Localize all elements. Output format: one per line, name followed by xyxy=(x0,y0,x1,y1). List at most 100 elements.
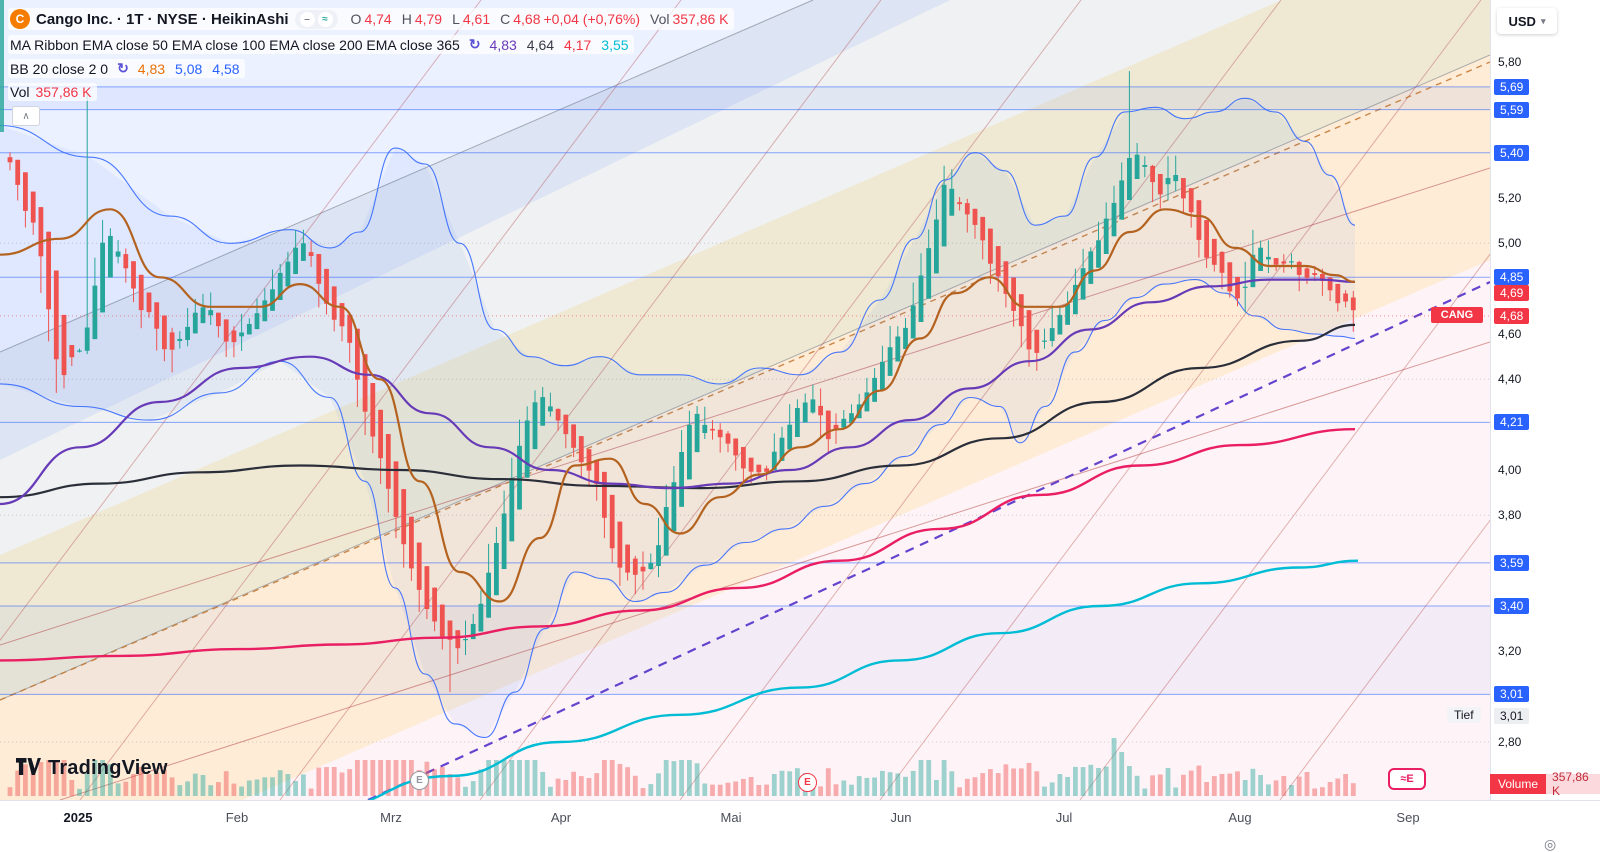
change-value: +0,04 (+0,76%) xyxy=(543,11,640,27)
volume-indicator-value: 357,86 K xyxy=(35,84,92,100)
time-axis-label: Jul xyxy=(1055,810,1073,825)
low-price-chip: 3,01 xyxy=(1494,708,1530,724)
volume-value: 357,86 K xyxy=(672,11,729,27)
ma-ribbon-row[interactable]: MA Ribbon EMA close 50 EMA close 100 EMA… xyxy=(8,35,634,54)
price-level-badge[interactable]: 3,40 xyxy=(1494,598,1530,614)
tradingview-logo-text: TradingView xyxy=(48,757,168,779)
bb-value: 4,58 xyxy=(212,60,240,77)
chart-style-toggle[interactable]: – ≈ xyxy=(294,9,338,29)
price-level-badge[interactable]: 3,59 xyxy=(1494,555,1530,571)
axis-settings-icon[interactable]: ◎ xyxy=(1544,836,1557,852)
bb-value: 5,08 xyxy=(175,60,203,77)
price-axis-label: 2,80 xyxy=(1498,735,1522,749)
chart-legend: C Cango Inc. · 1T · NYSE · HeikinAshi – … xyxy=(8,8,734,126)
price-axis-label: 3,80 xyxy=(1498,508,1522,522)
low-label: L xyxy=(452,11,460,27)
low-value: 4,61 xyxy=(462,11,491,27)
high-label: H xyxy=(401,11,412,27)
price-level-badge[interactable]: 3,01 xyxy=(1494,686,1530,702)
symbol-price-label: CANG xyxy=(1431,307,1483,323)
bb-value: 4,83 xyxy=(137,60,166,77)
symbol-row[interactable]: C Cango Inc. · 1T · NYSE · HeikinAshi – … xyxy=(8,8,734,30)
volume-row[interactable]: Vol 357,86 K xyxy=(8,83,97,101)
price-axis-label: 3,20 xyxy=(1498,644,1522,658)
ema200-line xyxy=(0,428,1356,662)
bb-upper-line xyxy=(0,97,1356,385)
ma-ribbon-label[interactable]: MA Ribbon EMA close 50 EMA close 100 EMA… xyxy=(10,36,460,53)
ma-value: 4,64 xyxy=(526,36,555,53)
tradingview-logo[interactable]: TradingView xyxy=(16,757,168,780)
bb-lower-line xyxy=(0,279,1356,739)
price-axis-label: 5,00 xyxy=(1498,236,1522,250)
price-axis-label: 5,20 xyxy=(1498,191,1522,205)
heikinashi-style-icon[interactable]: ≈ xyxy=(317,11,333,27)
time-axis-label: Feb xyxy=(225,810,249,825)
volume-bars xyxy=(7,738,1356,796)
price-axis-label: 5,80 xyxy=(1498,55,1522,69)
volume-chip-label: Volume xyxy=(1490,774,1547,794)
line-style-icon[interactable]: – xyxy=(299,11,315,27)
chart-canvas[interactable] xyxy=(0,0,1490,800)
high-value: 4,79 xyxy=(414,11,443,27)
low-marker-label: Tief xyxy=(1447,707,1481,723)
channel-regions xyxy=(0,0,1490,800)
open-value: 4,74 xyxy=(364,11,392,27)
close-label: C xyxy=(500,11,511,27)
price-level-lines[interactable] xyxy=(0,86,1490,695)
bb-values: 4,83 5,08 4,58 xyxy=(138,61,240,77)
ma-value: 3,55 xyxy=(601,36,629,53)
volume-indicator-label[interactable]: Vol xyxy=(10,84,30,100)
caret-up-icon: ∧ xyxy=(22,110,30,122)
yellow-channel-region xyxy=(0,0,1490,800)
time-axis-label: Mai xyxy=(720,810,742,825)
ema50-line xyxy=(0,278,1356,506)
next-earnings-badge[interactable]: ≈E xyxy=(1388,768,1426,790)
price-level-badge[interactable]: 4,69 xyxy=(1494,285,1530,301)
collapse-legend-button[interactable]: ∧ xyxy=(12,106,40,126)
price-level-badge[interactable]: 5,59 xyxy=(1494,102,1530,118)
time-axis-label: Sep xyxy=(1396,810,1420,825)
symbol-logo: C xyxy=(10,9,30,29)
trend-lines xyxy=(0,0,1490,800)
time-axis-label: 2025 xyxy=(63,810,93,825)
volume-label: Vol xyxy=(650,11,670,27)
price-level-badge[interactable]: 4,85 xyxy=(1494,269,1530,285)
price-level-badge[interactable]: 5,40 xyxy=(1494,145,1530,161)
sma20-line xyxy=(0,208,1356,603)
price-axis[interactable]: 5,80 5,20 5,00 4,60 4,40 4,00 3,80 3,20 2,80 5,69… xyxy=(1490,0,1600,800)
price-level-badge[interactable]: 4,21 xyxy=(1494,414,1530,430)
bb-row[interactable]: BB 20 close 2 0 ↻ 4,83 5,08 4,58 xyxy=(8,59,245,78)
ma-value: 4,83 xyxy=(489,36,517,53)
price-axis-label: 4,00 xyxy=(1498,463,1522,477)
chevron-down-icon: ▾ xyxy=(1540,15,1546,26)
close-value: 4,68 xyxy=(513,11,541,27)
price-level-badge[interactable]: 4,68 xyxy=(1494,308,1530,324)
refresh-icon[interactable]: ↻ xyxy=(117,60,129,76)
time-axis-label: Jun xyxy=(890,810,912,825)
ma-value: 4,17 xyxy=(564,36,592,53)
heikinashi-candles xyxy=(7,71,1356,693)
refresh-icon[interactable]: ↻ xyxy=(468,36,481,52)
bb-label[interactable]: BB 20 close 2 0 xyxy=(10,60,109,77)
time-axis[interactable]: 2025 Feb Mrz Apr Mai Jun Jul Aug Sep xyxy=(0,800,1600,852)
ema365-line xyxy=(367,559,1359,800)
currency-label: USD xyxy=(1508,13,1536,29)
time-axis-label: Aug xyxy=(1228,810,1252,825)
ohlc-values: O 4,74 H 4,79 L 4,61 C 4,68 +0,04 (+0,76%) V… xyxy=(344,11,729,27)
volume-axis-chip: Volume 357,86 K xyxy=(1490,770,1600,798)
gray-channel-region xyxy=(0,0,1490,700)
time-axis-label: Mrz xyxy=(380,810,402,825)
ma-ribbon-values: 4,83 4,64 4,17 3,55 xyxy=(490,37,629,53)
time-axis-label: Apr xyxy=(550,810,572,825)
price-axis-label: 4,40 xyxy=(1498,372,1522,386)
symbol-title[interactable]: Cango Inc. · 1T · NYSE · HeikinAshi xyxy=(36,10,289,28)
currency-button[interactable]: USD ▾ xyxy=(1497,8,1557,34)
price-level-badge[interactable]: 5,69 xyxy=(1494,79,1530,95)
ema100-line xyxy=(0,323,1356,499)
earnings-marker[interactable]: E xyxy=(410,771,429,790)
earnings-marker[interactable]: E xyxy=(798,773,817,792)
bb-fill xyxy=(0,98,1355,738)
left-edge-volume-strip xyxy=(0,0,4,132)
tradingview-logo-icon xyxy=(16,758,41,775)
